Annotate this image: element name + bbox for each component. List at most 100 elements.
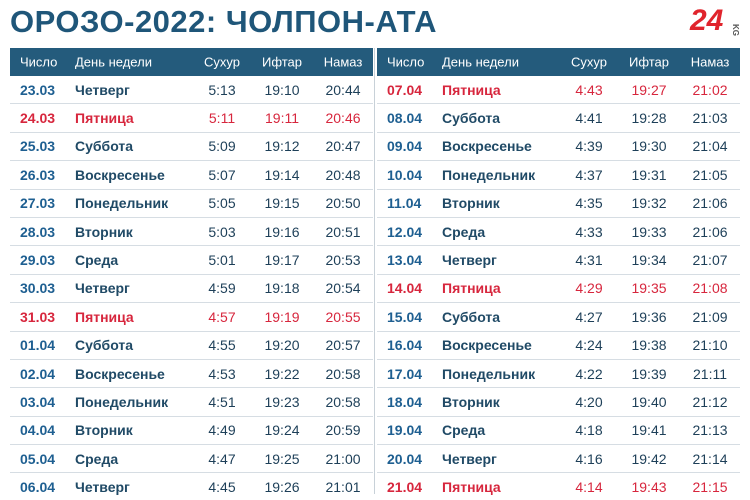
cell: Вторник: [442, 393, 500, 410]
table-row: 19.04 Среда 4:18 19:41 21:13: [377, 417, 740, 446]
cell: Вторник: [75, 422, 133, 439]
cell: 21:14: [692, 450, 728, 467]
header-row: Число День недели Сухур Ифтар Намаз: [377, 48, 740, 76]
cell: 16.04: [387, 337, 423, 354]
cell: 21:09: [692, 308, 728, 325]
table-row: 13.04 Четверг 4:31 19:34 21:07: [377, 246, 740, 275]
cell: 19:42: [631, 450, 667, 467]
cell: 12.04: [387, 223, 423, 240]
logo: 24: [690, 4, 724, 37]
table-row: 30.03 Четверг 4:59 19:18 20:54: [10, 275, 373, 304]
cell: 21:00: [325, 450, 361, 467]
cell: 28.03: [20, 223, 56, 240]
cell: 23.03: [20, 81, 56, 98]
cell: 26.03: [20, 166, 56, 183]
table-row: 17.04 Понедельник 4:22 19:39 21:11: [377, 360, 740, 389]
table-row: 21.04 Пятница 4:14 19:43 21:15: [377, 473, 740, 500]
cell: 30.03: [20, 280, 56, 297]
column-header: Намаз: [690, 54, 730, 70]
table-row: 06.04 Четверг 4:45 19:26 21:01: [10, 473, 373, 500]
cell: 20:58: [325, 365, 361, 382]
cell: 19:30: [631, 138, 667, 155]
cell: 21:03: [692, 110, 728, 127]
cell: Четверг: [75, 280, 130, 297]
cell: 21.04: [387, 479, 423, 496]
cell: 21:15: [692, 479, 728, 496]
cell: Среда: [75, 252, 119, 269]
cell: 14.04: [387, 280, 423, 297]
table-row: 01.04 Суббота 4:55 19:20 20:57: [10, 332, 373, 360]
cell: Четверг: [442, 252, 497, 269]
cell: 21:10: [692, 337, 728, 354]
cell: 19:22: [264, 365, 300, 382]
cell: 09.04: [387, 138, 423, 155]
table-row: 02.04 Воскресенье 4:53 19:22 20:58: [10, 360, 373, 389]
cell: 29.03: [20, 252, 56, 269]
cell: 4:43: [575, 81, 603, 98]
cell: 15.04: [387, 308, 423, 325]
cell: Суббота: [75, 138, 134, 155]
cell: Пятница: [75, 110, 134, 127]
cell: 4:49: [208, 422, 236, 439]
cell: 19:41: [631, 422, 667, 439]
cell: 18.04: [387, 393, 423, 410]
cell: Вторник: [442, 195, 500, 212]
cell: 5:07: [208, 166, 236, 183]
cell: 21:02: [692, 81, 728, 98]
cell: 21:06: [692, 195, 728, 212]
cell: 19:20: [264, 337, 300, 354]
cell: 4:27: [575, 308, 603, 325]
cell: 20:57: [325, 337, 361, 354]
cell: Понедельник: [442, 166, 536, 183]
table-row: 26.03 Воскресенье 5:07 19:14 20:48: [10, 161, 373, 190]
cell: 08.04: [387, 110, 423, 127]
column-header: Ифтар: [628, 54, 670, 70]
cell: 20:58: [325, 393, 361, 410]
column-header: Ифтар: [261, 54, 303, 70]
cell: Воскресенье: [75, 365, 165, 382]
cell: 4:37: [575, 166, 603, 183]
cell: 20:50: [325, 195, 361, 212]
cell: Суббота: [75, 337, 134, 354]
table-row: 24.03 Пятница 5:11 19:11 20:46: [10, 104, 373, 133]
title: ОРОЗО-2022: ЧОЛПОН-АТА: [10, 4, 438, 39]
cell: 4:24: [575, 337, 603, 354]
column-header: Сухур: [204, 54, 240, 70]
cell: 19:11: [265, 110, 299, 127]
cell: 19:36: [631, 308, 667, 325]
cell: 5:03: [208, 223, 236, 240]
cell: 4:57: [208, 308, 236, 325]
cell: Понедельник: [75, 195, 169, 212]
cell: 19:33: [631, 223, 667, 240]
cell: 05.04: [20, 450, 56, 467]
cell: 20:54: [325, 280, 361, 297]
cell: 03.04: [20, 393, 56, 410]
cell: 19:34: [631, 252, 667, 269]
cell: 19:39: [631, 365, 667, 382]
cell: 5:11: [208, 110, 236, 127]
table-row: 04.04 Вторник 4:49 19:24 20:59: [10, 417, 373, 446]
cell: 21:06: [692, 223, 728, 240]
cell: Среда: [75, 450, 119, 467]
cell: 19:43: [631, 479, 667, 496]
cell: 31.03: [20, 308, 56, 325]
cell: 21:07: [692, 252, 728, 269]
cell: 4:16: [575, 450, 603, 467]
table-row: 12.04 Среда 4:33 19:33 21:06: [377, 218, 740, 247]
cell: 5:01: [208, 252, 236, 269]
cell: 19:12: [264, 138, 300, 155]
cell: Среда: [442, 422, 486, 439]
cell: 21:01: [325, 479, 361, 496]
cell: 20:53: [325, 252, 361, 269]
cell: 4:47: [208, 450, 236, 467]
cell: Суббота: [442, 308, 501, 325]
cell: 21:13: [692, 422, 728, 439]
cell: 21:05: [692, 166, 728, 183]
table-row: 05.04 Среда 4:47 19:25 21:00: [10, 445, 373, 474]
table-row: 10.04 Понедельник 4:37 19:31 21:05: [377, 161, 740, 190]
column-header: Число: [20, 54, 58, 70]
table-row: 15.04 Суббота 4:27 19:36 21:09: [377, 303, 740, 332]
cell: Воскресенье: [75, 166, 165, 183]
cell: 20:55: [325, 308, 361, 325]
